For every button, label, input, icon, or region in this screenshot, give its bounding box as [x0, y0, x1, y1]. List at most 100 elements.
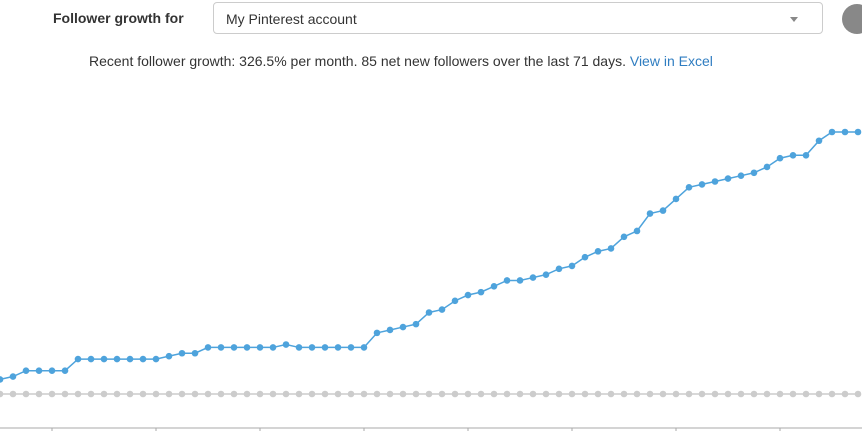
caret [790, 17, 798, 22]
point [516, 277, 524, 284]
point [295, 390, 303, 398]
point [412, 320, 420, 328]
point [685, 184, 693, 191]
point [35, 390, 43, 398]
point [48, 367, 56, 375]
point [9, 390, 17, 398]
point [295, 344, 303, 351]
point [503, 277, 511, 284]
point [828, 390, 836, 398]
point [854, 390, 862, 398]
point [789, 151, 797, 159]
point [542, 271, 550, 278]
point [87, 390, 95, 398]
point [815, 137, 823, 145]
point [126, 390, 134, 398]
point [178, 390, 186, 398]
point [529, 274, 537, 281]
point [139, 390, 147, 398]
excel-link[interactable]: View in Excel [629, 53, 713, 69]
point [386, 390, 394, 398]
point [308, 390, 316, 398]
point [100, 355, 108, 363]
point [672, 390, 680, 398]
summary: Recent follower growth: 326.5% per month… [89, 53, 713, 69]
point [763, 163, 771, 171]
point [113, 355, 121, 363]
point [711, 390, 719, 398]
point [828, 128, 836, 136]
point [802, 151, 810, 159]
point [191, 349, 199, 357]
point [620, 390, 628, 398]
point [373, 390, 381, 398]
point [646, 210, 654, 217]
point [165, 390, 173, 398]
point [22, 367, 30, 375]
point [620, 233, 628, 241]
point [334, 390, 342, 398]
point [9, 373, 17, 380]
point [776, 154, 784, 162]
point [61, 390, 69, 398]
point [256, 390, 264, 398]
point [581, 253, 589, 261]
point [204, 390, 212, 398]
summary-text: Recent follower growth: 326.5% per month… [89, 53, 626, 69]
point [659, 207, 667, 214]
point [776, 390, 784, 398]
point [178, 349, 186, 357]
label: Follower growth for [53, 10, 184, 26]
point [152, 355, 160, 363]
point [0, 390, 4, 398]
point [464, 291, 472, 299]
point [217, 390, 225, 398]
point [191, 390, 199, 398]
point [737, 172, 745, 179]
point [399, 323, 407, 331]
account-select[interactable]: My Pinterest account [213, 2, 823, 34]
point [87, 355, 95, 363]
point [477, 390, 485, 398]
point [555, 265, 563, 273]
point [607, 390, 615, 398]
point [672, 195, 680, 203]
avatar[interactable] [842, 4, 862, 34]
point [841, 390, 849, 398]
point [334, 344, 342, 351]
point [74, 355, 82, 363]
point [555, 390, 563, 398]
point [0, 376, 4, 383]
point [451, 390, 459, 398]
point [698, 390, 706, 398]
point [490, 390, 498, 398]
point [321, 344, 329, 351]
point [269, 344, 277, 351]
point [750, 390, 758, 398]
point [607, 245, 615, 252]
point [854, 128, 862, 136]
point [321, 390, 329, 398]
point [139, 355, 147, 363]
point [529, 390, 537, 398]
point [763, 390, 771, 398]
point [477, 288, 485, 296]
point [230, 344, 238, 351]
point [685, 390, 693, 398]
point [269, 390, 277, 398]
point [802, 390, 810, 398]
point [841, 128, 849, 136]
point [581, 390, 589, 398]
point [308, 344, 316, 351]
point [126, 355, 134, 363]
point [438, 306, 446, 313]
point [230, 390, 238, 398]
point [633, 390, 641, 398]
point [282, 341, 290, 348]
select-value: My Pinterest account [226, 11, 357, 27]
point [360, 390, 368, 398]
point [243, 344, 251, 351]
point [61, 367, 69, 375]
point [438, 390, 446, 398]
